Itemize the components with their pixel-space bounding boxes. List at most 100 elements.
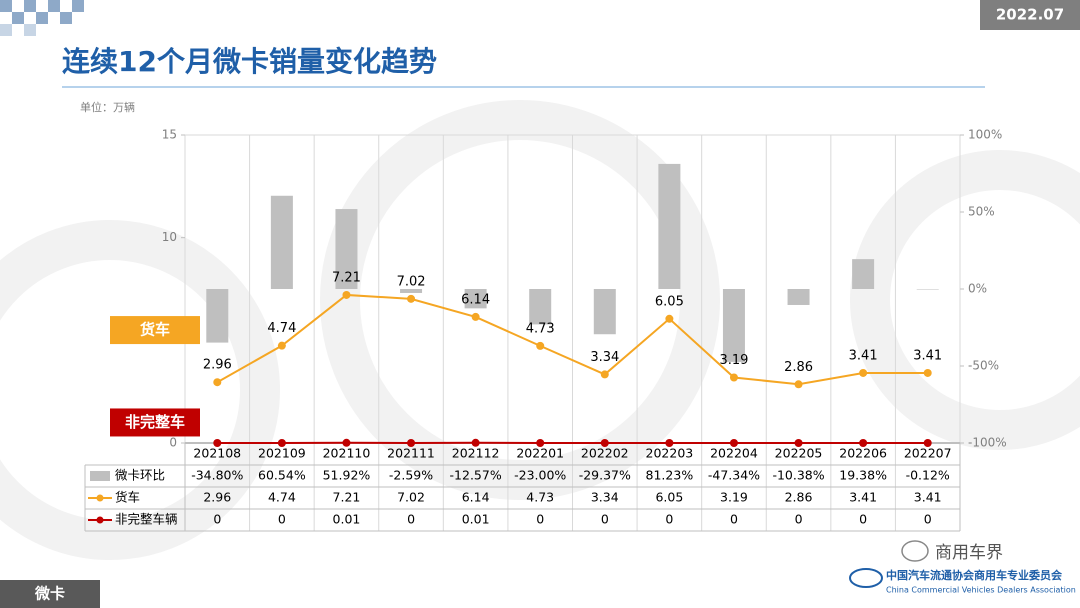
y2-tick-label: -100% [968, 436, 1007, 450]
bar [593, 289, 616, 335]
line-marker [729, 439, 738, 447]
bar [464, 289, 487, 309]
data-label: 4.74 [267, 321, 296, 336]
data-label: 7.02 [397, 274, 426, 289]
table-cell: 3.41 [849, 490, 877, 505]
line-marker [600, 439, 609, 447]
line-marker [277, 439, 286, 447]
y2-tick-label: 50% [968, 205, 995, 219]
section-box [0, 580, 100, 608]
data-label: 6.14 [461, 292, 490, 307]
annotation: 货车 [140, 321, 170, 339]
bar [658, 163, 681, 289]
bar [400, 289, 423, 293]
line-marker [729, 373, 738, 382]
line-marker [213, 439, 222, 447]
section-label: 微卡 [34, 585, 65, 603]
line-marker [536, 439, 545, 447]
checker-decoration [0, 0, 84, 36]
bar [335, 209, 358, 289]
line-marker [342, 438, 351, 447]
table-cell: 0.01 [462, 512, 490, 527]
x-tick-label: 202207 [904, 446, 952, 461]
bar [206, 289, 229, 343]
table-cell: 4.74 [268, 490, 296, 505]
y-tick-label: 15 [162, 128, 177, 142]
legend-swatch [90, 471, 110, 481]
table-cell: 3.34 [591, 490, 619, 505]
table-cell: 4.73 [526, 490, 554, 505]
line-marker [471, 438, 480, 447]
table-cell: 2.86 [785, 490, 813, 505]
x-tick-label: 202204 [710, 446, 758, 461]
line-marker [859, 439, 868, 447]
table-cell: -29.37% [579, 468, 631, 483]
table-cell: 0 [278, 512, 286, 527]
y2-tick-label: -50% [968, 359, 999, 373]
line-marker [794, 439, 803, 447]
legend-swatch [96, 494, 104, 502]
table-cell: 2.96 [203, 490, 231, 505]
bar [787, 289, 810, 305]
table-cell: -23.00% [514, 468, 566, 483]
line-marker [407, 294, 416, 303]
table-cell: 6.05 [655, 490, 683, 505]
bar [916, 289, 939, 290]
x-tick-label: 202108 [193, 446, 241, 461]
table-cell: 0 [213, 512, 221, 527]
bar [529, 289, 552, 325]
bar [852, 259, 875, 289]
y2-tick-label: 0% [968, 282, 987, 296]
line-marker [407, 439, 416, 447]
table-cell: 7.21 [333, 490, 361, 505]
data-label: 7.21 [332, 270, 361, 285]
table-cell: -34.80% [191, 468, 243, 483]
line-marker [665, 314, 674, 323]
table-cell: 0 [665, 512, 673, 527]
table-cell: 3.19 [720, 490, 748, 505]
table-cell: 6.14 [462, 490, 490, 505]
wechat-icon [901, 540, 929, 562]
line-marker [536, 341, 545, 350]
y-tick-label: 10 [162, 230, 177, 244]
org-logo [849, 568, 883, 588]
bar [270, 195, 293, 289]
line-marker [923, 368, 932, 377]
bar [722, 289, 745, 362]
table-cell: 0 [601, 512, 609, 527]
table-cell: 19.38% [839, 468, 887, 483]
line-marker [600, 370, 609, 379]
annotation: 非完整车 [125, 413, 185, 431]
legend-label: 非完整车辆 [115, 512, 178, 527]
legend-label: 微卡环比 [115, 468, 165, 483]
slide-title: 连续12个月微卡销量变化趋势 [62, 45, 437, 78]
date: 2022.07 [996, 6, 1064, 24]
table-cell: -12.57% [450, 468, 502, 483]
table-cell: 51.92% [323, 468, 371, 483]
table-cell: 0 [730, 512, 738, 527]
line-marker [923, 439, 932, 447]
wechat-name: 商用车界 [935, 543, 1003, 563]
date-box [980, 0, 1080, 30]
table-cell: 0.01 [333, 512, 361, 527]
table-cell: -10.38% [772, 468, 824, 483]
table-cell: 0 [407, 512, 415, 527]
data-label: 2.96 [203, 358, 232, 373]
line [216, 293, 928, 386]
table-cell: 3.41 [914, 490, 942, 505]
table-cell: 60.54% [258, 468, 306, 483]
line-marker [342, 290, 351, 299]
legend-label: 货车 [115, 490, 140, 505]
table-cell: -2.59% [389, 468, 433, 483]
table-cell: 0 [795, 512, 803, 527]
table-cell: 0 [924, 512, 932, 527]
line-marker [859, 368, 868, 377]
table-cell: 0 [859, 512, 867, 527]
x-tick-label: 202201 [516, 446, 564, 461]
x-tick-label: 202109 [258, 446, 306, 461]
line-marker [665, 439, 674, 447]
y-tick-label: 0 [169, 436, 177, 450]
table-cell: 0 [536, 512, 544, 527]
data-label: 4.73 [526, 321, 555, 336]
